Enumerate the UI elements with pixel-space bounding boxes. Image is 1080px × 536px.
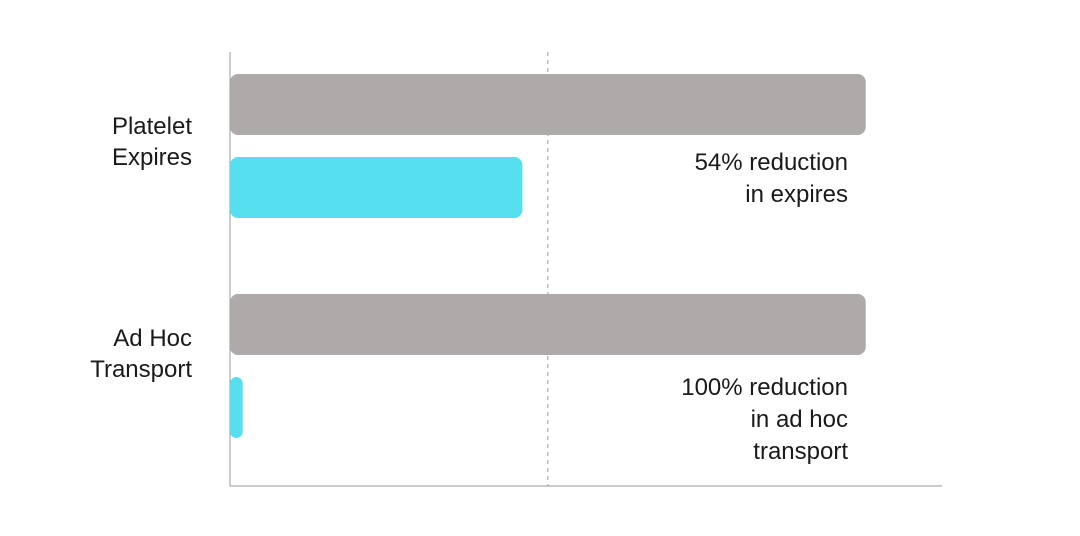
category-label-1-line-0: Ad Hoc bbox=[113, 325, 192, 352]
annotation-0-line-1: in expires bbox=[745, 181, 848, 208]
annotations: 54% reduction in expires 100% reduction in … bbox=[681, 149, 848, 465]
bar-1-series-0 bbox=[230, 294, 866, 355]
bars-group bbox=[230, 74, 866, 438]
annotation-1-line-1: in ad hoc bbox=[751, 406, 848, 433]
category-labels: Platelet Expires Ad Hoc Transport bbox=[90, 113, 192, 383]
category-label-0-line-1: Expires bbox=[112, 144, 192, 171]
category-label-0-line-0: Platelet bbox=[112, 113, 192, 140]
bar-0-series-0 bbox=[230, 74, 866, 135]
bar-0-series-1 bbox=[230, 157, 523, 218]
bar-1-series-1 bbox=[230, 377, 243, 438]
annotation-1-line-2: transport bbox=[753, 438, 848, 465]
category-label-1-line-1: Transport bbox=[90, 356, 192, 383]
annotation-1-line-0: 100% reduction bbox=[681, 374, 848, 401]
annotation-0-line-0: 54% reduction bbox=[695, 149, 848, 176]
